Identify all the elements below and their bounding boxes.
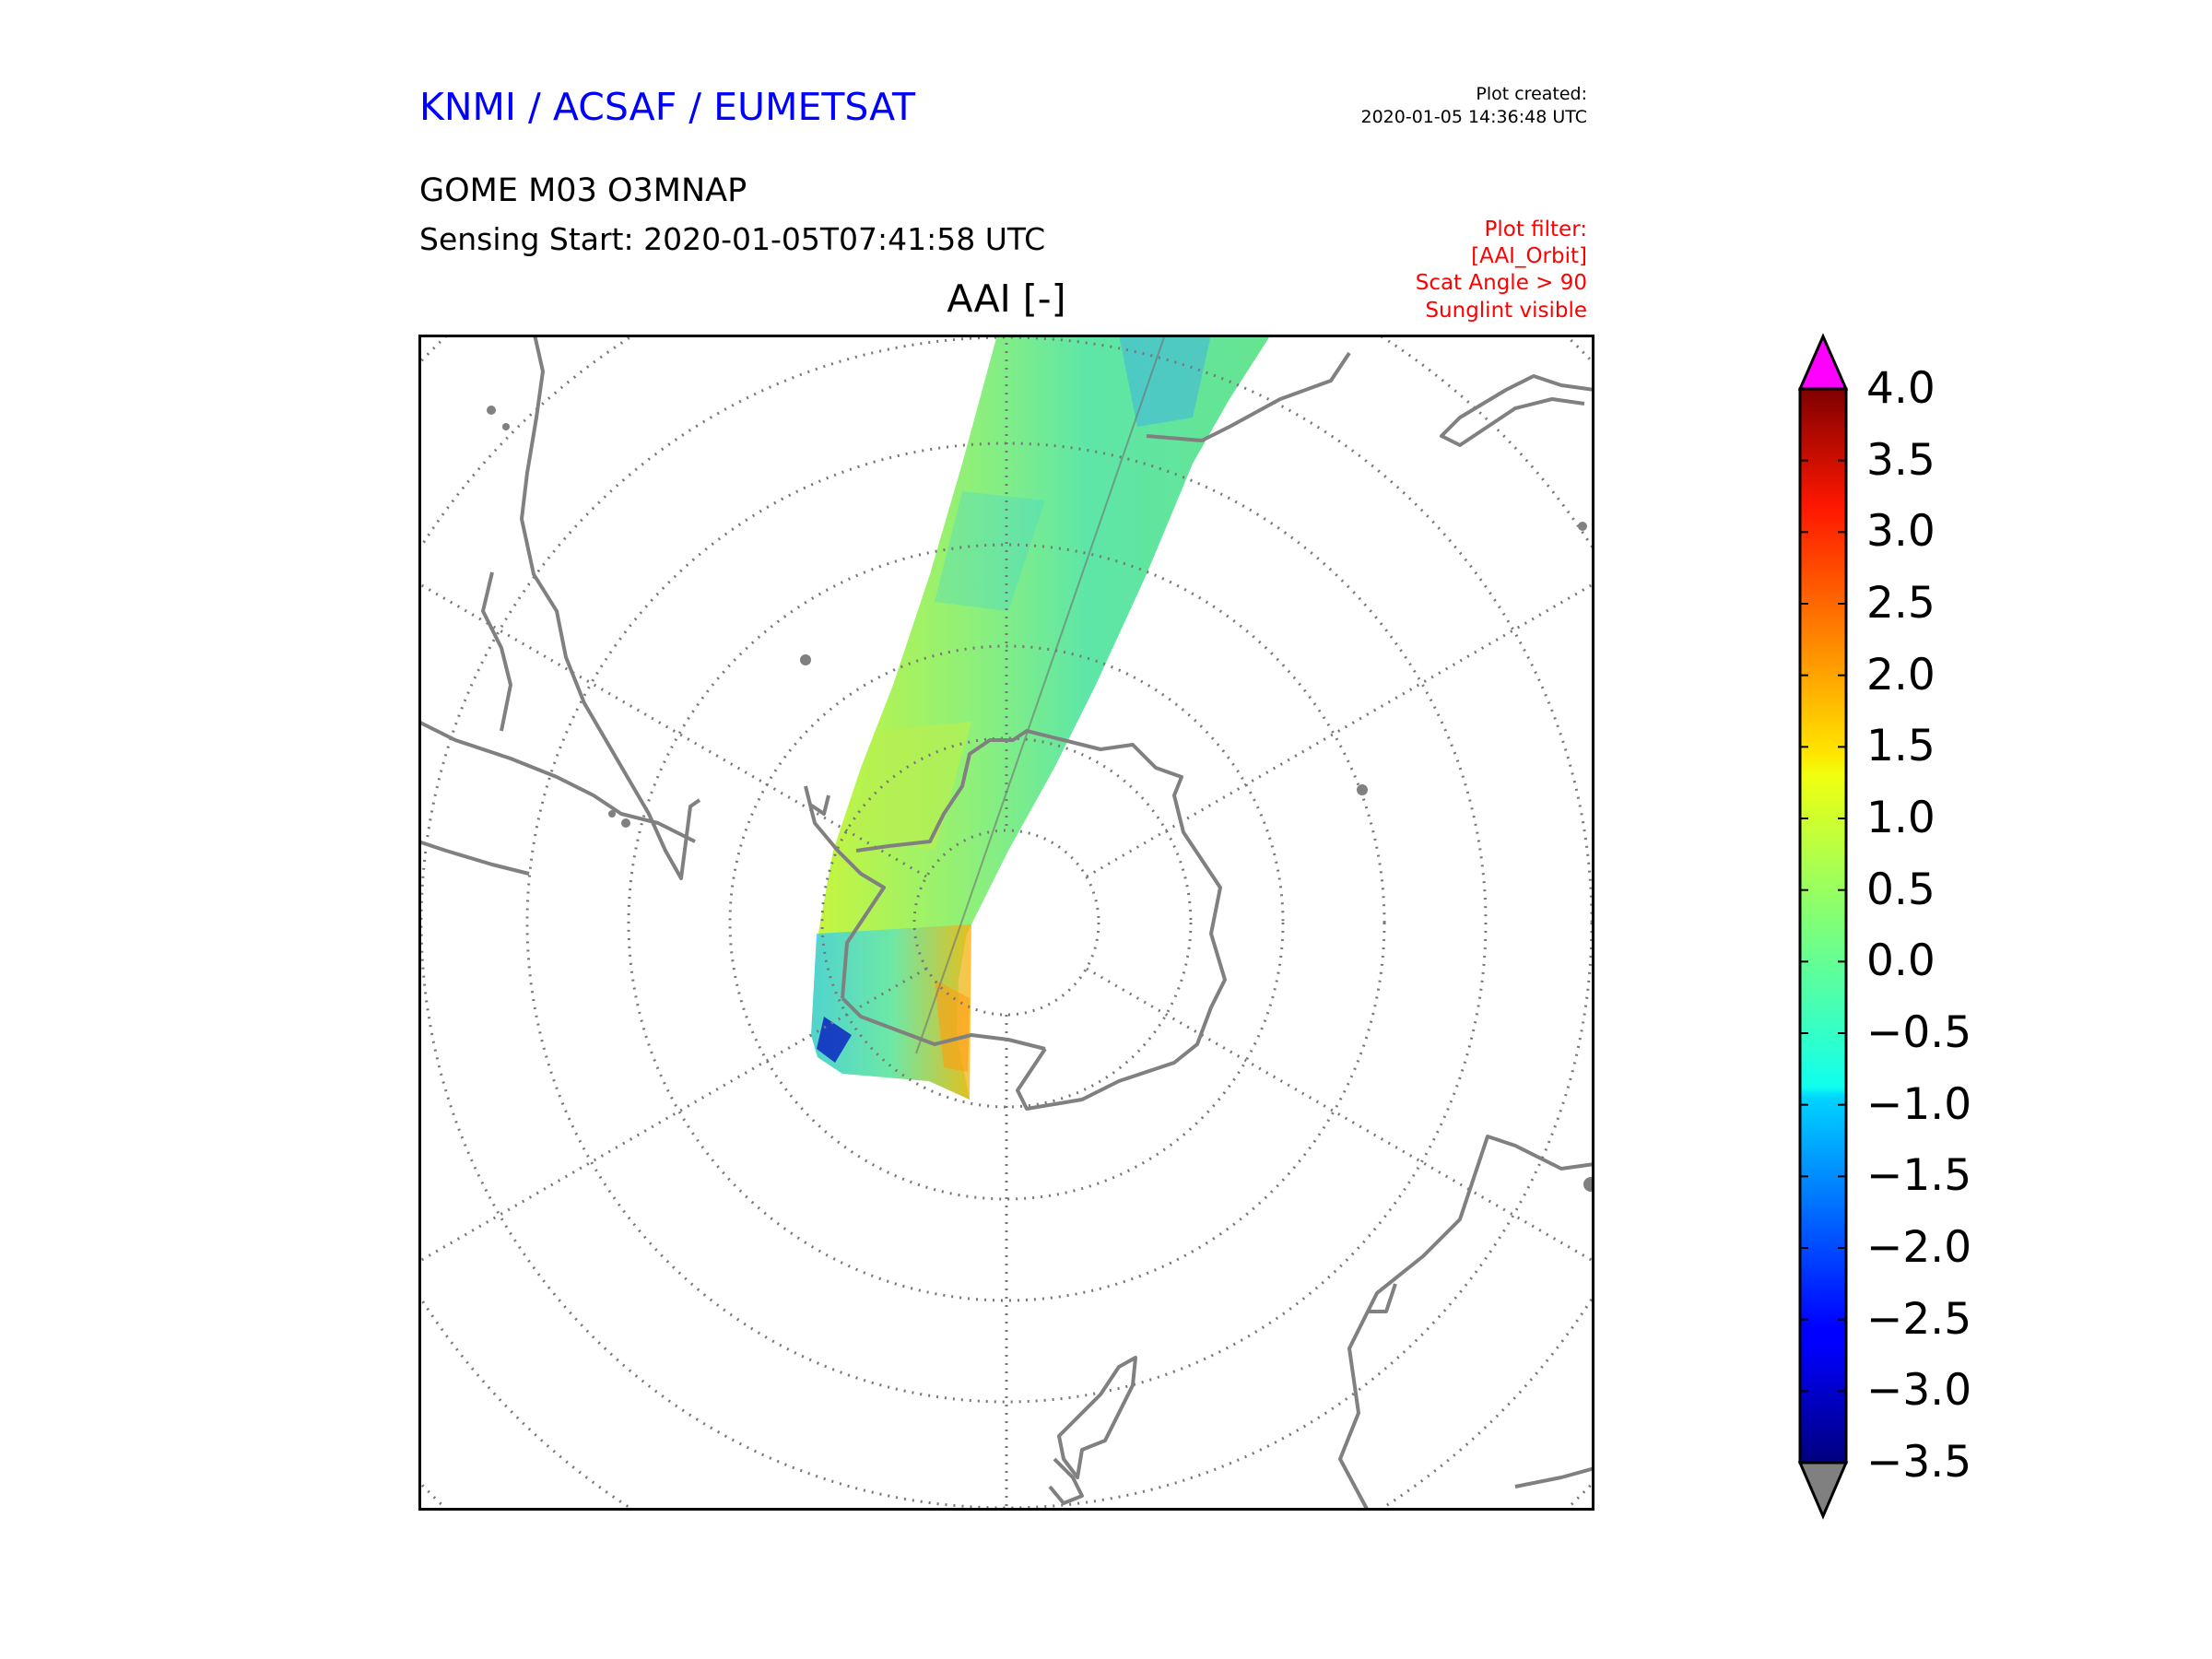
plot-created-label: Plot created: xyxy=(1476,84,1587,104)
coastlines xyxy=(418,335,1594,1511)
plot-created-value: 2020-01-05 14:36:48 UTC xyxy=(1360,106,1588,127)
map-title: AAI [-] xyxy=(947,276,1066,321)
filter-line: Plot filter: xyxy=(1484,218,1587,241)
colorbar-tick-label: 4.0 xyxy=(1866,363,1936,414)
colorbar-tick-label: −2.5 xyxy=(1866,1293,1972,1345)
colorbar-under-extension xyxy=(1797,1461,1849,1520)
brand-title: KNMI / ACSAF / EUMETSAT xyxy=(419,85,916,129)
plot-created: Plot created: 2020-01-05 14:36:48 UTC xyxy=(1361,83,1588,128)
colorbar-tick-label: 3.0 xyxy=(1866,506,1936,558)
plot-filter: Plot filter: [AAI_Orbit] Scat Angle > 90… xyxy=(1416,217,1587,324)
sensing-start: Sensing Start: 2020-01-05T07:41:58 UTC xyxy=(419,221,1046,257)
filter-line: Scat Angle > 90 xyxy=(1415,271,1587,296)
colorbar-tick-label: 1.5 xyxy=(1866,721,1936,772)
colorbar-tick-label: 1.0 xyxy=(1866,793,1936,843)
colorbar-tick-label: −3.0 xyxy=(1866,1365,1972,1417)
colorbar-tick-label: 2.0 xyxy=(1866,649,1936,700)
colorbar xyxy=(1797,333,1849,1520)
colorbar-tick-label: 0.0 xyxy=(1866,935,1936,987)
colorbar-gradient xyxy=(1798,387,1848,1465)
colorbar-tick-label: 3.5 xyxy=(1866,434,1936,486)
colorbar-tick-label: 2.5 xyxy=(1866,578,1936,629)
colorbar-tick-label: −1.0 xyxy=(1866,1078,1972,1130)
colorbar-tick-label: −1.5 xyxy=(1866,1150,1972,1202)
colorbar-tick-label: 0.5 xyxy=(1866,864,1936,915)
product-name: GOME M03 O3MNAP xyxy=(419,172,747,209)
colorbar-tick-label: −3.5 xyxy=(1866,1437,1972,1488)
colorbar-over-extension xyxy=(1797,333,1849,391)
colorbar-tick-label: −0.5 xyxy=(1866,1007,1972,1058)
map-frame xyxy=(418,335,1594,1511)
filter-line: Sunglint visible xyxy=(1425,298,1587,323)
colorbar-tick-label: −2.0 xyxy=(1866,1222,1972,1273)
filter-line: [AAI_Orbit] xyxy=(1471,244,1587,269)
polar-map xyxy=(418,335,1594,1511)
